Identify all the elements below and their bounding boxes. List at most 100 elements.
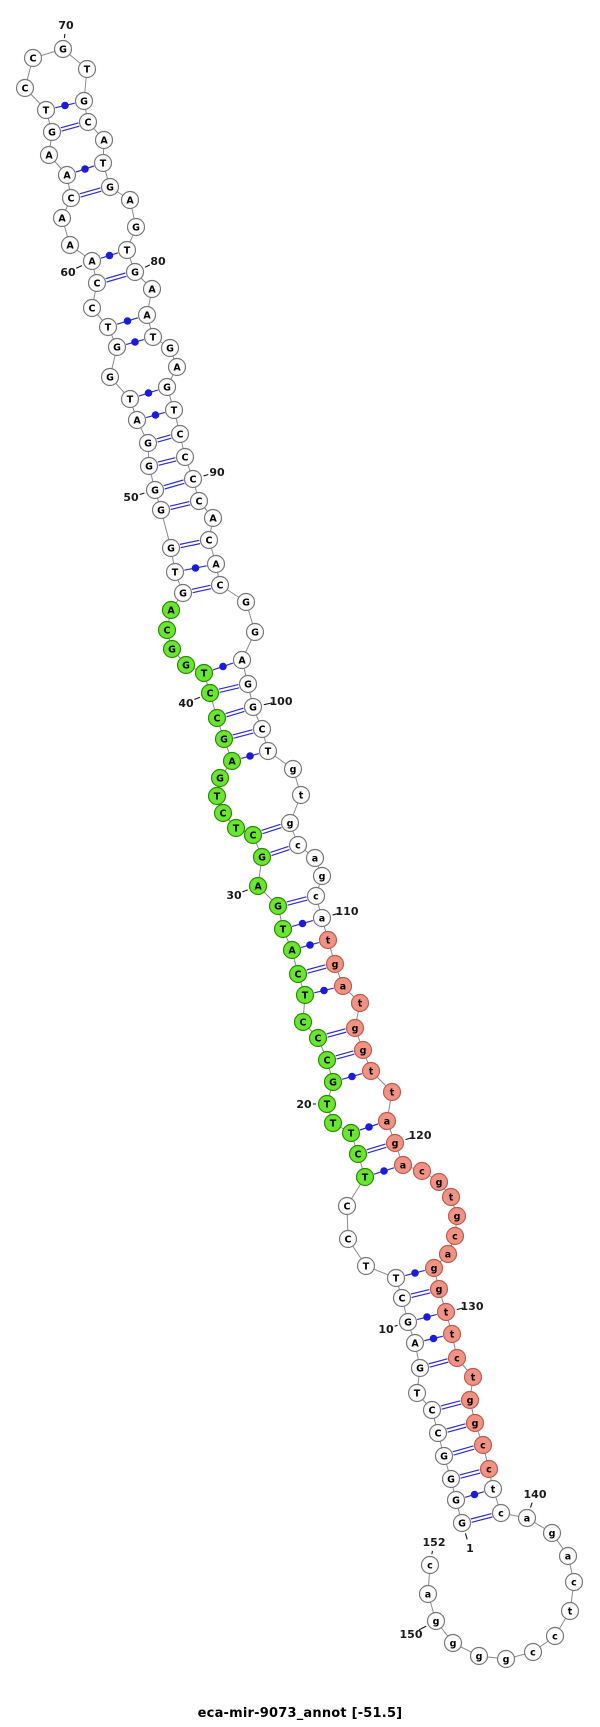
nucleotide-T67 [36,100,56,120]
figure-caption: eca-mir-9073_annot [-51.5] [0,1706,600,1721]
nucleotide-letter-110: a [319,913,325,924]
nucleotide-letter-59: C [94,278,101,289]
double-bond-line [452,1445,474,1453]
nucleotide-letter-150: g [433,1616,440,1627]
nucleotide-letter-82: A [143,310,151,321]
nucleotide-T41 [194,663,214,683]
nucleotide-letter-111: t [326,935,331,946]
nucleotide-letter-77: A [126,195,134,206]
nucleotide-letter-123: g [436,1177,443,1188]
double-bond-line [80,190,102,198]
nucleotide-letter-60: A [88,256,96,267]
double-bond-line [459,1469,480,1476]
nucleotide-letter-65: A [45,150,53,161]
nucleotide-letter-66: G [48,127,56,138]
nucleotide-letter-18: T [348,1128,355,1139]
position-label-1: 1 [466,1542,474,1555]
nucleotide-letter-12: T [393,1273,400,1284]
nucleotide-C93 [199,530,219,550]
nucleotide-letter-76: G [106,182,114,193]
nucleotide-letter-128: g [431,1263,438,1274]
double-bond-line [429,1361,449,1368]
nucleotide-letter-11: C [399,1293,406,1304]
nucleotide-C34 [213,803,233,823]
nucleotide-A9 [405,1333,425,1353]
nucleotide-letter-35: T [214,791,221,802]
nucleotide-letter-67: T [43,105,50,116]
nucleotide-T35 [207,786,227,806]
nucleotide-T20 [317,1094,337,1114]
double-bond-line [164,482,185,490]
nucleotide-letter-68: C [22,83,29,94]
double-bond-line [105,272,126,280]
double-bond-line [453,1448,475,1456]
nucleotide-g108 [312,866,332,886]
nucleotide-C58 [82,298,102,318]
nucleotide-G8 [410,1358,430,1378]
nucleotide-letter-36: G [216,773,224,784]
nucleotide-g147 [496,1649,516,1669]
nucleotide-letter-120: g [392,1138,399,1149]
double-bond-line [158,460,177,466]
nucleotide-letter-51: G [145,461,153,472]
nucleotide-letter-126: c [452,1231,458,1242]
nucleotide-T13 [356,1256,376,1276]
nucleotide-C59 [87,273,107,293]
nucleotide-letter-94: A [212,559,220,570]
double-bond-line [367,1146,387,1154]
nucleotide-letter-121: a [400,1160,406,1171]
nucleotide-letter-96: G [242,597,250,608]
nucleotide-letter-145: c [552,1631,558,1642]
wobble-bond-dot [131,338,139,346]
nucleotide-letter-81: A [148,284,156,295]
wobble-bond-dot [105,251,114,260]
nucleotide-t124 [441,1187,461,1207]
position-label-20: 20 [296,1098,312,1111]
nucleotide-A45 [161,600,181,620]
double-bond-line [440,1400,461,1407]
double-bond-line [460,1472,481,1479]
nucleotide-A82 [137,305,157,325]
nucleotide-t138 [483,1479,503,1499]
nucleotide-letter-47: T [172,567,179,578]
nucleotide-g115 [345,1018,365,1038]
nucleotide-letter-57: T [105,322,112,333]
nucleotide-c136 [473,1435,493,1455]
nucleotide-a110 [312,908,332,928]
position-tick [332,912,339,916]
double-bond-line [232,729,253,736]
nucleotide-c152 [420,1555,440,1575]
double-bond-line [233,732,254,739]
nucleotide-t144 [560,1601,580,1621]
wobble-bond-dot [320,986,328,995]
position-label-10: 10 [378,1323,394,1336]
nucleotide-A64 [57,165,77,185]
position-label-150: 150 [400,1628,423,1641]
nucleotide-C15 [337,1196,357,1216]
nucleotide-letter-90: C [190,474,197,485]
nucleotide-G52 [138,433,158,453]
nucleotide-G21 [323,1072,343,1092]
position-label-130: 130 [461,1300,484,1313]
nucleotide-letter-63: C [68,193,75,204]
nucleotide-g123 [429,1172,449,1192]
nucleotide-letter-71: T [84,64,91,75]
position-tick [194,696,201,701]
nucleotide-letter-151: a [425,1589,431,1600]
nucleotide-C101 [252,719,272,739]
nucleotide-c146 [523,1642,543,1662]
nucleotide-letter-98: A [238,655,246,666]
nucleotide-letter-84: G [166,343,174,354]
nucleotide-letter-103: g [290,764,297,775]
base-pair-bonds [55,101,493,1523]
nucleotide-G46 [173,583,193,603]
nucleotide-letter-34: C [220,808,227,819]
nucleotide-letter-118: t [390,1087,395,1098]
nucleotide-T16 [355,1167,375,1187]
nucleotide-G97 [245,622,265,642]
nucleotide-a107 [305,848,325,868]
nucleotide-letter-15: C [344,1201,351,1212]
position-tick [203,473,209,477]
nucleotide-A94 [206,554,226,574]
nucleotide-letter-6: C [429,1405,436,1416]
